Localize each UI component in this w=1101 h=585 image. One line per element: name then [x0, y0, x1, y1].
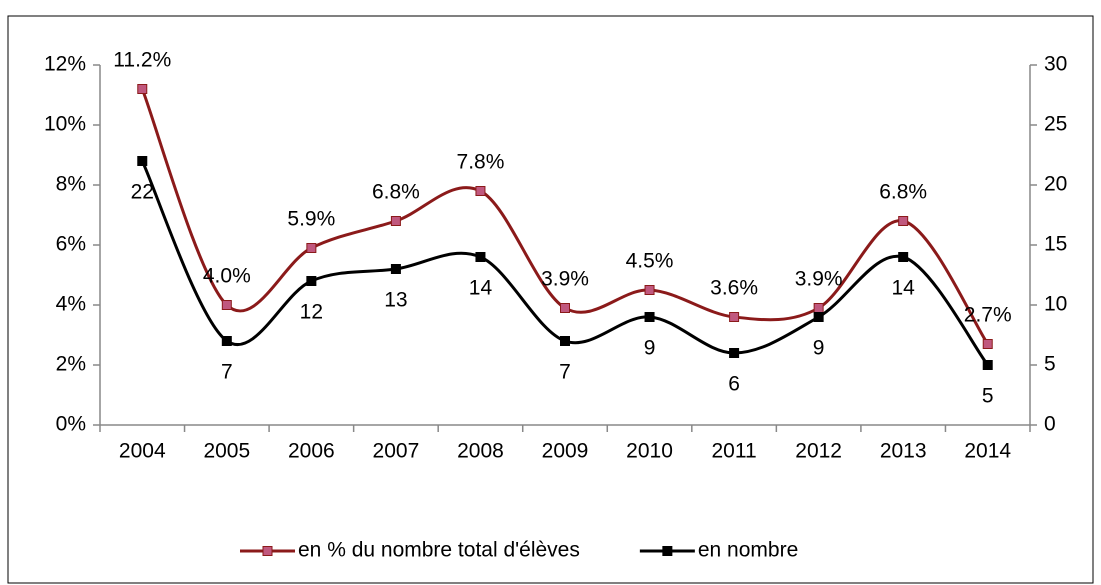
x-tick-label: 2014	[964, 440, 1011, 463]
data-label: 6.8%	[879, 181, 927, 204]
point	[982, 339, 993, 349]
point	[137, 84, 148, 94]
y2-tick-label: 5	[1044, 353, 1056, 376]
x-tick-label: 2008	[457, 440, 504, 463]
point	[221, 336, 232, 346]
point	[390, 264, 401, 274]
y-tick-label: 2%	[56, 353, 86, 376]
y-tick-label: 6%	[56, 233, 86, 256]
y2-tick-label: 30	[1044, 53, 1067, 76]
x-tick-label: 2010	[626, 440, 673, 463]
legend-label: en nombre	[698, 539, 798, 562]
series-line	[140, 88, 989, 345]
legend-marker	[662, 546, 673, 556]
y2-tick-label: 10	[1044, 293, 1067, 316]
point	[729, 312, 740, 322]
data-label: 14	[469, 277, 493, 300]
chart-border	[7, 15, 1094, 584]
data-label: 5	[982, 385, 994, 408]
point	[898, 216, 909, 226]
data-label: 7	[559, 361, 571, 384]
point	[306, 243, 317, 253]
x-tick-label: 2006	[288, 440, 335, 463]
series-line	[140, 160, 989, 366]
data-label: 22	[131, 181, 154, 204]
point	[390, 216, 401, 226]
x-tick-label: 2009	[542, 440, 589, 463]
point	[982, 360, 993, 370]
y-tick-label: 4%	[56, 293, 86, 316]
x-tick-label: 2011	[712, 440, 757, 463]
point	[813, 312, 824, 322]
x-tick-label: 2005	[203, 440, 250, 463]
point	[306, 276, 317, 286]
y2-tick-label: 20	[1044, 173, 1067, 196]
y2-tick-label: 15	[1044, 233, 1067, 256]
point	[475, 186, 486, 196]
y2-tick-label: 25	[1044, 113, 1067, 136]
data-label: 4.5%	[626, 250, 674, 273]
y-tick-label: 0%	[56, 413, 86, 436]
data-label: 3.9%	[795, 268, 843, 291]
data-label: 12	[300, 301, 323, 324]
data-label: 3.6%	[710, 277, 758, 300]
data-label: 9	[644, 337, 656, 360]
x-tick-label: 2012	[795, 440, 842, 463]
data-label: 3.9%	[541, 268, 589, 291]
data-label: 5.9%	[287, 208, 335, 231]
point	[475, 252, 486, 262]
point	[644, 285, 655, 295]
legend-marker	[262, 546, 273, 556]
data-label: 7	[221, 361, 233, 384]
data-label: 6.8%	[372, 181, 420, 204]
point	[729, 348, 740, 358]
y-tick-label: 10%	[44, 113, 86, 136]
x-tick-label: 2013	[880, 440, 927, 463]
x-tick-label: 2004	[119, 440, 166, 463]
data-label: 7.8%	[457, 151, 505, 174]
x-tick-label: 2007	[373, 440, 420, 463]
data-label: 13	[384, 289, 407, 312]
y2-tick-label: 0	[1044, 413, 1056, 436]
point	[560, 303, 570, 313]
data-label: 2.7%	[964, 304, 1012, 327]
point	[898, 252, 909, 262]
data-label: 6	[728, 373, 740, 396]
legend-label: en % du nombre total d'élèves	[298, 539, 580, 562]
data-label: 4.0%	[203, 265, 251, 288]
point	[644, 312, 655, 322]
point	[560, 336, 570, 346]
point	[137, 156, 148, 166]
data-label: 11.2%	[113, 49, 171, 72]
y-tick-label: 12%	[44, 53, 86, 76]
point	[221, 300, 232, 310]
y-tick-label: 8%	[56, 173, 86, 196]
point	[813, 303, 824, 313]
data-label: 9	[813, 337, 825, 360]
data-label: 14	[892, 277, 916, 300]
